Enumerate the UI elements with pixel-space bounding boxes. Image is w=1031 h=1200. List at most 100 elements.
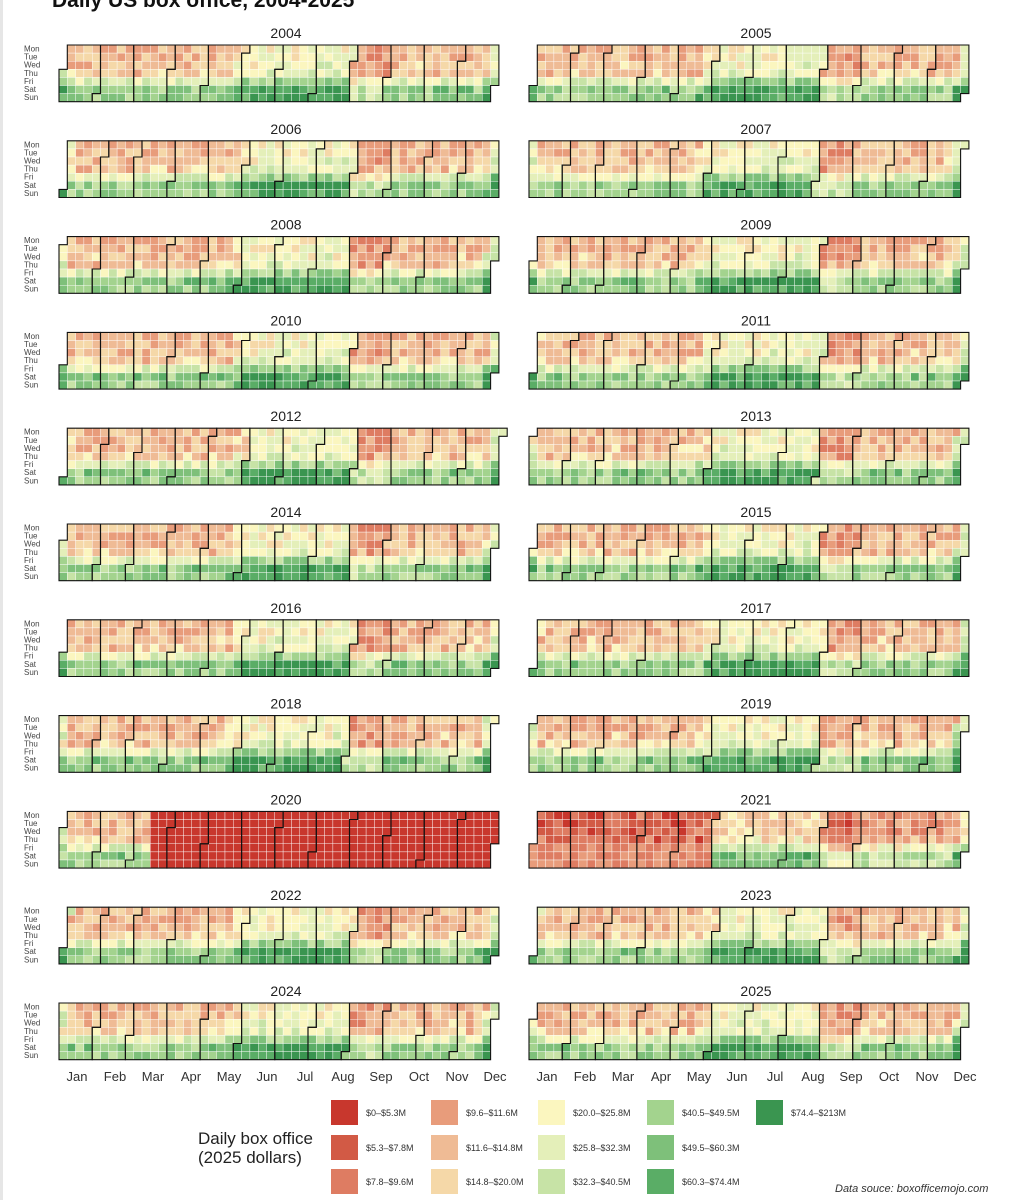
- year-2014-day-cell: [349, 572, 359, 581]
- year-2005-day-cell: [628, 52, 638, 62]
- year-2016-day-cell: [374, 627, 383, 637]
- year-2014-day-cell: [100, 540, 110, 549]
- year-2009-day-cell: [902, 276, 912, 286]
- year-2010-day-cell: [116, 372, 126, 382]
- year-2016-day-cell: [448, 668, 458, 677]
- year-2004-day-cell: [415, 85, 425, 94]
- year-2016-day-cell: [349, 668, 359, 677]
- year-2013-day-cell: [669, 436, 679, 445]
- year-2013-day-cell: [827, 468, 837, 478]
- year-2014-day-cell: [424, 556, 433, 565]
- year-2015-day-cell: [885, 556, 895, 565]
- year-2014-day-cell: [199, 564, 209, 573]
- year-2009-day-cell: [744, 236, 754, 245]
- year-2005-day-cell: [952, 69, 961, 78]
- year-2005-day-cell: [694, 77, 704, 86]
- year-2013-day-cell: [844, 460, 853, 469]
- year-2006-day-cell: [125, 140, 134, 150]
- year-2007-day-cell: [910, 164, 920, 174]
- year-2004-day-cell: [266, 52, 276, 62]
- year-2016-day-cell: [424, 668, 433, 677]
- year-2006-day-cell: [382, 148, 392, 158]
- year-2015-day-cell: [570, 531, 580, 541]
- year-2007-day-cell: [844, 181, 853, 190]
- year-2014-day-cell: [58, 556, 68, 565]
- year-2010-day-cell: [258, 372, 267, 382]
- year-2008-day-cell: [100, 276, 110, 286]
- year-2005-day-cell: [603, 44, 613, 54]
- year-2005-day-cell: [811, 69, 820, 78]
- year-2015-day-cell: [686, 540, 696, 549]
- year-2009-day-cell: [952, 268, 961, 278]
- year-2007-day-cell: [860, 172, 870, 182]
- year-2009-day-cell: [835, 268, 845, 278]
- year-2010-day-cell: [208, 348, 217, 357]
- year-2011-day-cell: [769, 372, 779, 382]
- year-2006-day-cell: [274, 156, 284, 166]
- year-2004-day-cell: [440, 93, 450, 102]
- year-2006-day-cell: [174, 148, 184, 158]
- year-2014-day-cell: [448, 564, 458, 573]
- year-2006-day-cell: [67, 148, 76, 158]
- year-2005-day-cell: [786, 52, 795, 62]
- year-2010-weekday-wed: Wed: [24, 348, 40, 357]
- year-2015-day-cell: [528, 556, 538, 565]
- year-2014-day-cell: [390, 556, 400, 565]
- year-2015-day-cell: [960, 531, 970, 541]
- year-2007-day-cell: [537, 140, 546, 150]
- year-2009-day-cell: [819, 268, 829, 278]
- year-2011-day-cell: [628, 364, 638, 374]
- year-2006-day-cell: [191, 172, 201, 182]
- year-2015-day-cell: [910, 540, 920, 549]
- year-2004-day-cell: [208, 44, 217, 54]
- year-2015-day-cell: [553, 556, 563, 565]
- year-2011-day-cell: [620, 348, 629, 357]
- year-2012-day-cell: [432, 468, 442, 478]
- year-2014-day-cell: [349, 548, 359, 557]
- year-2010-day-cell: [374, 340, 383, 349]
- year-2016-day-cell: [174, 643, 184, 653]
- year-2007-day-cell: [802, 181, 812, 190]
- year-2011-day-cell: [694, 380, 704, 390]
- year-2007-day-cell: [761, 189, 770, 198]
- year-2011-day-cell: [603, 348, 613, 357]
- year-2008-day-cell: [448, 236, 458, 245]
- year-2014-day-cell: [208, 572, 217, 581]
- year-2009-day-cell: [645, 260, 654, 270]
- year-2013-day-cell: [703, 436, 712, 445]
- year-2012-day-cell: [365, 460, 375, 469]
- year-2014-day-cell: [241, 548, 251, 557]
- year-2010-day-cell: [307, 364, 317, 374]
- year-2011-day-cell: [653, 356, 663, 366]
- year-2010-day-cell: [183, 348, 193, 357]
- year-2014-day-cell: [448, 540, 458, 549]
- year-2015-day-cell: [645, 523, 654, 533]
- year-2006-day-cell: [183, 189, 193, 198]
- year-2006-day-cell: [365, 181, 375, 190]
- year-2013-day-cell: [918, 476, 928, 486]
- year-2009-day-cell: [885, 244, 895, 253]
- year-2007-day-cell: [719, 148, 729, 158]
- year-2004-day-cell: [166, 93, 176, 102]
- year-2004-day-cell: [183, 85, 193, 94]
- year-2005-day-cell: [744, 52, 754, 62]
- year-2016-day-cell: [83, 643, 93, 653]
- year-2016-day-cell: [473, 652, 483, 661]
- year-2015-day-cell: [711, 523, 721, 533]
- year-2011-day-cell: [645, 340, 654, 349]
- year-2011-day-cell: [802, 372, 812, 382]
- year-2015-day-cell: [719, 523, 729, 533]
- year-2009-day-cell: [786, 236, 795, 245]
- year-2008-day-cell: [141, 252, 151, 262]
- year-2013-day-cell: [902, 460, 912, 469]
- year-2015-day-cell: [636, 564, 646, 573]
- year-2014-day-cell: [357, 572, 367, 581]
- year-2013-day-cell: [537, 428, 546, 437]
- year-2005-day-cell: [786, 85, 795, 94]
- year-2009-day-cell: [811, 260, 820, 270]
- year-2010-day-cell: [299, 356, 309, 366]
- year-2016-day-cell: [282, 643, 292, 653]
- year-2011-day-cell: [761, 332, 770, 341]
- year-2004-day-cell: [75, 85, 85, 94]
- year-2008-day-cell: [116, 285, 126, 294]
